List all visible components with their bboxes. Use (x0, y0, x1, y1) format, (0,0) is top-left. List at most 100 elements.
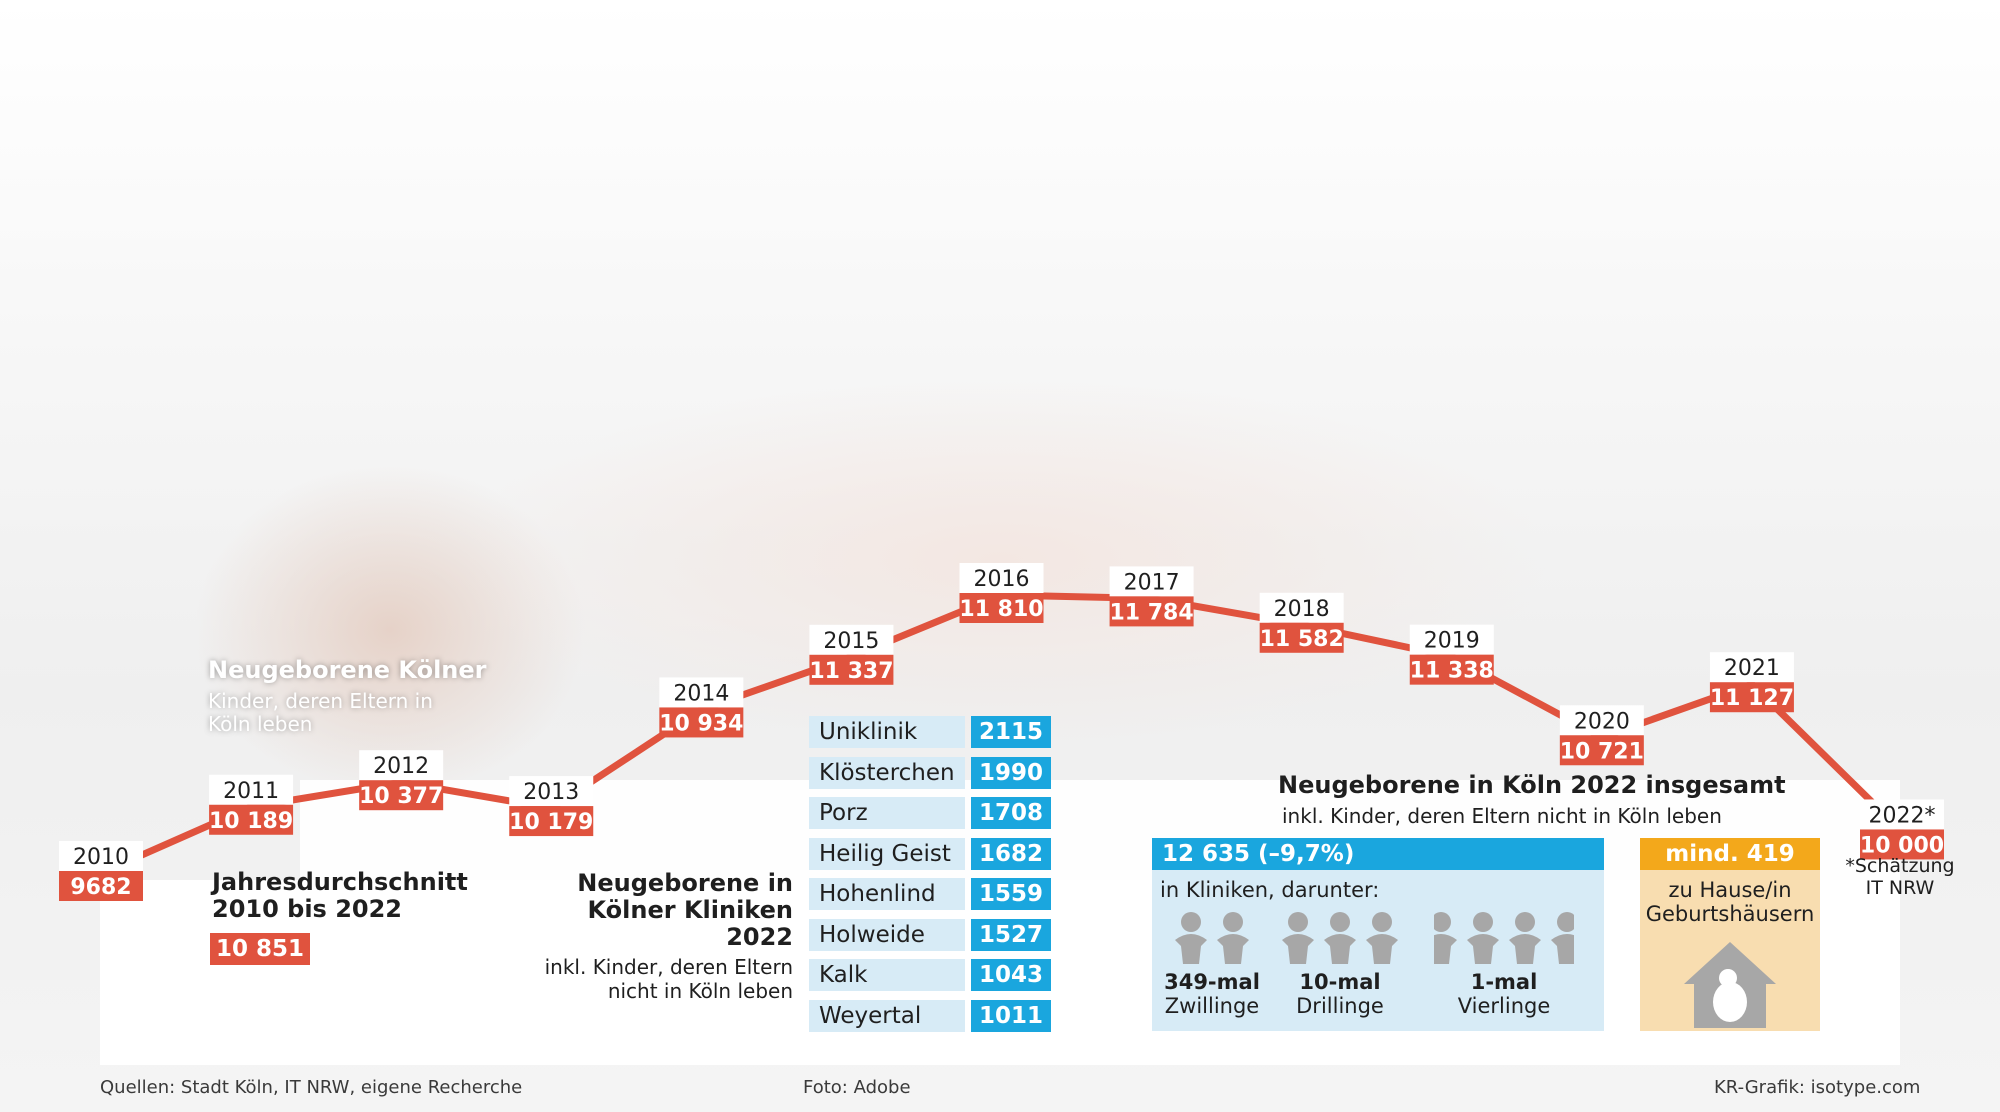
home-line2: Geburtshäusern (1645, 902, 1815, 926)
clinic-row: Porz 1708 (809, 797, 1051, 829)
clinic-value: 2115 (971, 716, 1051, 748)
home-line1: zu Hause/in (1668, 878, 1792, 902)
kliniken-box: 12 635 (–9,7%) in Kliniken, darunter: 34… (1152, 838, 1604, 1031)
baby-figure-body (1324, 934, 1356, 964)
year-label-box (1409, 624, 1494, 655)
data-label: 10 179 (509, 810, 593, 835)
baby-figure-body (1217, 934, 1249, 964)
baby-figures-icon (1425, 912, 1583, 964)
baby-figure-head (1288, 912, 1308, 932)
x-tick-label: 2019 (1424, 629, 1480, 654)
data-label: 11 337 (809, 659, 893, 684)
multiples-count: 349-mal (1164, 970, 1260, 994)
x-tick-label: 2018 (1274, 597, 1330, 622)
graphic-credit: KR-Grafik: isotype.com (1714, 1077, 1921, 1098)
year-label-box (959, 563, 1044, 593)
total-subtitle: inkl. Kinder, deren Eltern nicht in Köln… (1282, 804, 1722, 828)
baby-figure-body (1467, 934, 1499, 964)
data-point-marker (1860, 829, 1944, 860)
year-label-box (1860, 799, 1944, 830)
year-label-box (509, 776, 594, 807)
x-tick-label: 2015 (823, 629, 879, 654)
x-tick-label: 2022* (1869, 803, 1936, 828)
kliniken-total-value: 12 635 (–9,7%) (1152, 838, 1604, 870)
x-tick-label: 2016 (974, 567, 1030, 592)
baby-figure-body (1551, 934, 1583, 964)
x-tick-label: 2020 (1574, 709, 1630, 734)
baby-figure-body (1425, 934, 1457, 964)
data-label: 10 721 (1560, 739, 1644, 764)
baby-figure-head (1473, 912, 1493, 932)
clinics-table: Uniklinik 2115 Klösterchen 1990 Porz 1708 Heil… (809, 716, 1051, 1040)
year-label-box (1109, 566, 1194, 597)
data-label: 11 810 (959, 597, 1043, 622)
clinic-value: 1682 (971, 837, 1051, 870)
data-point-marker (1109, 596, 1194, 627)
clinic-name: Kalk (809, 959, 965, 991)
data-label: 10 000 (1860, 833, 1944, 858)
estimate-footnote: *Schätzung IT NRW (1820, 855, 1980, 899)
clinic-value: 1559 (971, 878, 1051, 910)
home-birth-value: mind. 419 (1640, 838, 1820, 870)
sources-text: Quellen: Stadt Köln, IT NRW, eigene Rech… (100, 1077, 523, 1098)
x-tick-label: 2012 (373, 754, 429, 779)
baby-figure-head (1557, 912, 1577, 932)
clinic-value: 1011 (971, 999, 1051, 1032)
data-label: 10 934 (659, 711, 743, 736)
data-point-marker (509, 806, 594, 837)
x-tick-label: 2010 (73, 845, 129, 870)
home-birth-label: zu Hause/in Geburtshäusern (1640, 870, 1820, 926)
baby-figure-body (1175, 934, 1207, 964)
clinic-row: Heilig Geist 1682 (809, 837, 1051, 870)
clinic-name: Hohenlind (809, 878, 965, 910)
average-value: 10 851 (210, 933, 311, 965)
data-label: 11 582 (1260, 627, 1344, 652)
data-point-marker (959, 593, 1044, 623)
house-baby-icon (1684, 942, 1776, 1028)
baby-figure-body (1366, 934, 1398, 964)
clinic-value: 1990 (971, 756, 1051, 789)
chart-subtitle: Kinder, deren Eltern in Köln leben (208, 689, 433, 736)
clinics-title-line2: Kölner Kliniken 2022 (587, 896, 794, 951)
year-label-box (809, 624, 894, 655)
clinic-value: 1527 (971, 918, 1051, 951)
clinic-name: Uniklinik (809, 716, 965, 748)
baby-figure-head (1431, 912, 1451, 932)
year-label-box (359, 750, 444, 781)
data-point-marker (1559, 735, 1644, 766)
data-point-marker (209, 804, 294, 835)
baby-figure-head (1515, 912, 1535, 932)
clinic-row: Klösterchen 1990 (809, 756, 1051, 789)
multiples-label: Vierlinge (1457, 994, 1551, 1018)
x-tick-label: 2021 (1724, 656, 1780, 681)
baby-figure-body (1509, 934, 1541, 964)
data-label: 11 127 (1710, 686, 1794, 711)
data-label: 10 377 (359, 784, 443, 809)
footnote-line1: *Schätzung (1845, 855, 1955, 877)
data-label: 11 338 (1410, 659, 1494, 684)
chart-title: Neugeborene Kölner (208, 656, 487, 684)
year-label-box (209, 774, 294, 805)
average-title: Jahresdurchschnitt 2010 bis 2022 (212, 869, 468, 923)
clinic-row: Hohenlind 1559 (809, 878, 1051, 910)
data-label: 11 784 (1109, 600, 1193, 625)
clinic-name: Porz (809, 797, 965, 829)
data-point-marker (1409, 654, 1494, 685)
clinics-sub-line2: nicht in Köln leben (607, 979, 793, 1003)
total-title: Neugeborene in Köln 2022 insgesamt (1278, 771, 1786, 799)
data-point-marker (1709, 682, 1794, 713)
home-birth-box: mind. 419 zu Hause/in Geburtshäusern (1640, 838, 1820, 1031)
year-label-box (1259, 592, 1344, 623)
x-tick-label: 2017 (1124, 570, 1180, 595)
multiples-group: 1-mal Vierlinge (1425, 910, 1583, 1018)
clinic-value: 1708 (971, 797, 1051, 829)
clinic-row: Holweide 1527 (809, 918, 1051, 951)
clinic-name: Weyertal (809, 999, 965, 1032)
baby-figure-head (1330, 912, 1350, 932)
baby-figures-icon (1282, 912, 1398, 964)
multiples-label: Zwillinge (1164, 994, 1260, 1018)
year-label-box (59, 841, 143, 871)
data-point-marker (809, 654, 894, 685)
clinic-row: Uniklinik 2115 (809, 716, 1051, 748)
